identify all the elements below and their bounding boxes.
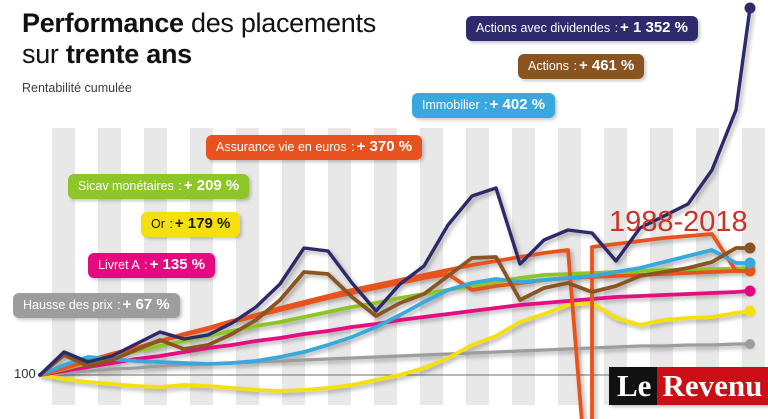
legend-pill-value: + 67 % [122,296,170,313]
legend-pill-separator: : [484,98,488,112]
legend-pill-label: Actions [528,59,569,73]
legend-pill-label: Hausse des prix [23,298,113,312]
title-words-trente-ans: trente ans [65,39,192,69]
series-line-immobilier [38,248,752,377]
legend-pill-value: + 209 % [183,177,240,194]
legend-pill-label: Immobilier [422,98,480,112]
legend-pill-label: Actions avec dividendes [476,21,611,35]
publisher-logo: Le Revenu [609,367,768,405]
title-line-2: sur trente ans [22,39,442,70]
legend-pill-separator: : [117,298,121,312]
series-line-sicav-monetaires [38,266,752,377]
title-rest-line-1: des placements [183,8,376,38]
legend-pill-assurance-vie-en-euros: Assurance vie en euros : + 370 % [206,135,423,160]
legend-pill-separator: : [573,59,577,73]
series-line-or [38,301,752,393]
title-line-1: Performance des placements [22,8,442,39]
series-line-hausse-des-prix [38,342,752,377]
title-word-performance: Performance [22,8,184,38]
logo-text-revenu: Revenu [657,367,768,405]
legend-pill-actions: Actions : + 461 % [518,54,645,79]
logo-text-le: Le [609,367,658,405]
legend-pill-livret-a: Livret A : + 135 % [88,253,216,278]
legend-pill-value: + 461 % [578,57,635,74]
legend-pill-label: Sicav monétaires [78,179,174,193]
series-line-livret-a [38,289,752,377]
legend-pill-or: Or : + 179 % [141,212,241,237]
legend-pill-separator: : [351,140,355,154]
series-line-actions-avec-dividendes [38,6,752,377]
legend-pill-sicav-mon-taires: Sicav monétaires : + 209 % [68,174,250,199]
legend-pill-separator: : [614,21,619,35]
legend-pill-immobilier: Immobilier : + 402 % [412,93,556,118]
legend-pill-value: + 1 352 % [620,19,689,36]
legend-pill-value: + 370 % [356,138,413,155]
title-word-sur: sur [22,39,66,69]
series-line-actions [38,246,752,377]
legend-pill-separator: : [144,258,148,272]
legend-pill-hausse-des-prix: Hausse des prix : + 67 % [13,293,180,318]
legend-pill-separator: : [178,179,182,193]
legend-pill-label: Assurance vie en euros [216,140,347,154]
legend-pill-label: Livret A [98,258,140,272]
legend-pill-value: + 179 % [174,215,231,232]
axis-base-label: 100 [14,366,36,381]
legend-pill-value: + 135 % [149,256,206,273]
legend-pill-actions-avec-dividendes: Actions avec dividendes : + 1 352 % [466,16,699,41]
period-annotation: 1988-2018 [609,206,748,238]
legend-pill-label: Or [151,217,165,231]
legend-pill-value: + 402 % [489,96,546,113]
page-title: Performance des placements sur trente an… [22,8,442,95]
page-subtitle: Rentabilité cumulée [22,81,132,95]
legend-pill-separator: : [169,217,173,231]
series-endpoint-dots [744,2,756,349]
